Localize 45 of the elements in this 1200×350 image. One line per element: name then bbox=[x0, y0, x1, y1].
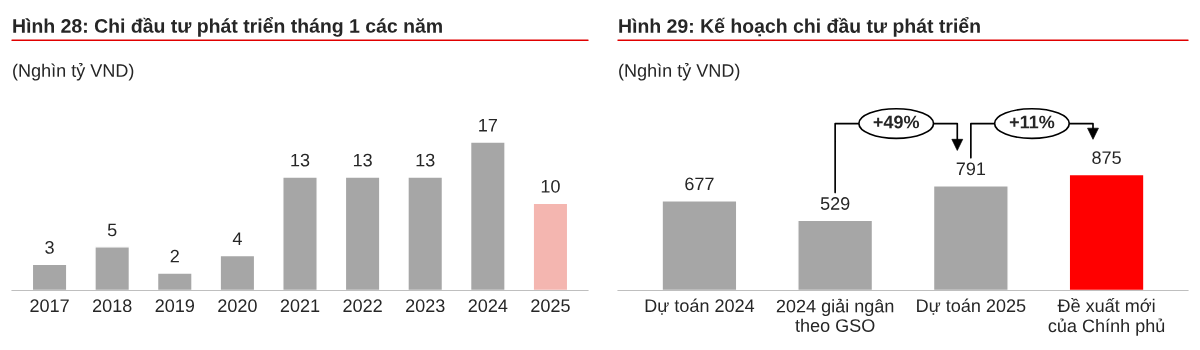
data-label: 677 bbox=[685, 177, 714, 191]
bar bbox=[407, 176, 444, 291]
x-tick-label: 2017 bbox=[30, 299, 69, 313]
x-tick-label: 2019 bbox=[155, 299, 195, 313]
x-tick-label: Đề xuất mới của Chính phủ bbox=[1048, 298, 1165, 336]
bar bbox=[1068, 173, 1145, 291]
data-label: 13 bbox=[416, 153, 435, 167]
bar bbox=[661, 200, 738, 291]
data-label: 10 bbox=[541, 179, 560, 193]
x-tick-label: 2022 bbox=[343, 299, 382, 313]
x-tick-label: 2018 bbox=[93, 299, 132, 313]
bar bbox=[282, 176, 318, 291]
x-tick-label: Dự toán 2025 bbox=[917, 298, 1026, 315]
data-label: 3 bbox=[45, 241, 54, 254]
data-label: 5 bbox=[107, 223, 117, 237]
bar bbox=[31, 263, 68, 291]
chart-subtitle: (Nghìn tỷ VND) bbox=[619, 63, 740, 81]
bar bbox=[797, 219, 874, 291]
text: +49% bbox=[873, 115, 920, 129]
chart-subtitle: (Nghìn tỷ VND) bbox=[13, 63, 134, 81]
bar bbox=[532, 202, 569, 291]
text: +11% bbox=[1009, 115, 1055, 129]
x-tick-label: 2025 bbox=[531, 299, 570, 313]
x-tick-label: 2020 bbox=[218, 299, 257, 313]
x-tick-label: 2023 bbox=[406, 299, 445, 313]
chart-title: Hình 29: Kế hoạch chi đầu tư phát triển bbox=[619, 17, 980, 37]
data-label: 2 bbox=[170, 249, 179, 263]
bar bbox=[94, 246, 131, 291]
bar bbox=[344, 176, 381, 291]
chart-title: Hình 28: Chi đầu tư phát triển tháng 1 các năm bbox=[13, 16, 442, 37]
data-label: 529 bbox=[820, 197, 850, 210]
data-label: 875 bbox=[1092, 151, 1121, 165]
x-tick-label: 2021 bbox=[280, 299, 320, 313]
bar bbox=[156, 272, 193, 291]
data-label: 791 bbox=[956, 162, 986, 176]
bar bbox=[469, 141, 506, 291]
x-tick-label: Dự toán 2024 bbox=[645, 298, 755, 315]
data-label: 13 bbox=[353, 153, 372, 167]
x-tick-label: 2024 giải ngân theo GSO bbox=[776, 298, 894, 332]
data-label: 17 bbox=[479, 118, 497, 132]
x-tick-label: 2024 bbox=[468, 299, 508, 313]
data-label: 4 bbox=[232, 232, 242, 245]
data-label: 13 bbox=[291, 153, 310, 167]
bar bbox=[219, 254, 256, 291]
bar bbox=[932, 184, 1009, 291]
